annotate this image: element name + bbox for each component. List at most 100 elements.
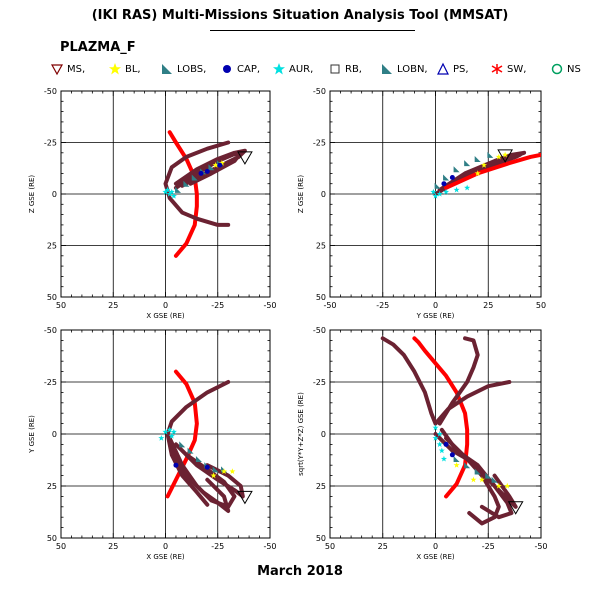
orbit-trace — [169, 448, 231, 513]
x-tick-label: 0 — [433, 301, 438, 310]
y-axis-label: Y GSE (RE) — [28, 415, 36, 454]
lobe-marker — [208, 164, 215, 171]
y-tick-label: -50 — [313, 326, 326, 335]
y-tick-label: -50 — [313, 87, 326, 96]
cyan-star-marker — [162, 188, 169, 195]
lobe-marker — [487, 151, 494, 158]
chart-panel-4: 50 25 0 -25 -50 -50 -25 0 25 50 X GSE (RE) sqrt(Y*Y… — [297, 326, 548, 561]
lobe-marker — [464, 160, 471, 167]
triangle-up-marker-icon — [437, 62, 449, 75]
yellow-star-marker — [495, 482, 502, 489]
yellow-star-marker — [229, 468, 236, 475]
cap-marker — [441, 181, 447, 187]
dot-marker-icon — [223, 65, 231, 73]
legend-item: LOBN, — [380, 60, 428, 78]
cap-marker — [443, 441, 449, 447]
yellow-star-marker — [210, 472, 217, 479]
y-axis-label: Z GSE (RE) — [297, 175, 305, 214]
wedge-marker-icon — [382, 64, 392, 74]
cyan-star-marker — [168, 432, 175, 439]
lobe-marker — [453, 455, 460, 462]
y-tick-label: -25 — [313, 139, 326, 148]
x-tick-label: 0 — [163, 301, 168, 310]
title-underline — [210, 30, 415, 31]
legend-label: AUR, — [289, 63, 314, 75]
x-tick-label: -25 — [211, 542, 224, 551]
star-marker-icon — [109, 63, 121, 75]
x-tick-label: 50 — [56, 542, 66, 551]
yellow-star-marker — [474, 170, 481, 176]
legend-item: RB, — [328, 60, 362, 78]
y-axis-label: Z GSE (RE) — [28, 175, 36, 214]
bowshock-trace — [444, 152, 541, 190]
cyan-star-marker — [436, 430, 443, 437]
y-tick-label: 25 — [316, 242, 326, 251]
cyan-star-marker — [166, 190, 173, 197]
x-tick-label: -50 — [263, 542, 276, 551]
yellow-star-marker — [502, 151, 509, 158]
x-tick-label: 50 — [56, 301, 66, 310]
cyan-star-marker — [432, 424, 439, 431]
legend-item: AUR, — [272, 60, 313, 78]
cap-marker — [449, 175, 455, 181]
legend-label: NS — [567, 63, 581, 75]
lobe-marker — [191, 174, 198, 181]
y-axis-label: sqrt(Y*Y+Z*Z) GSE (RE) — [297, 392, 305, 476]
x-tick-label: 25 — [378, 542, 388, 551]
y-tick-label: 50 — [316, 534, 326, 543]
legend-item: LOBS, — [160, 60, 206, 78]
legend-label: PS, — [453, 63, 469, 75]
data-layer — [162, 130, 253, 258]
ms-marker — [237, 490, 253, 505]
lobe-marker — [474, 155, 481, 162]
asterisk-marker-icon — [491, 64, 503, 74]
y-tick-label: 25 — [47, 482, 57, 491]
x-tick-label: 25 — [483, 301, 493, 310]
yellow-star-marker — [480, 161, 488, 168]
chart-panel-3: 50 25 0 -25 -50 -50 -25 0 25 50 X GSE (RE) Y GSE (R… — [28, 326, 277, 561]
y-tick-label: 0 — [321, 430, 326, 439]
ms-marker — [497, 149, 514, 163]
yellow-star-marker — [478, 476, 485, 483]
lobe-marker — [491, 476, 498, 483]
x-axis-label: X GSE (RE) — [416, 553, 455, 561]
cyan-star-marker — [162, 428, 169, 435]
legend-label: BL, — [125, 63, 141, 75]
x-tick-label: 50 — [536, 301, 546, 310]
legend-label: MS, — [67, 63, 86, 75]
cyan-star-marker — [168, 188, 175, 195]
cyan-star-marker — [464, 184, 471, 191]
y-tick-label: 0 — [52, 190, 57, 199]
cyan-star-marker — [164, 186, 171, 193]
legend-item: BL, — [108, 60, 141, 78]
bowshock-trace — [167, 130, 199, 258]
lobe-marker — [195, 455, 202, 462]
y-tick-label: -50 — [44, 326, 57, 335]
cap-marker — [449, 452, 455, 458]
cyan-star-marker — [436, 190, 443, 197]
data-layer — [158, 369, 253, 513]
orbit-trace — [165, 380, 231, 507]
cap-marker — [204, 168, 210, 174]
x-tick-label: -25 — [376, 301, 389, 310]
yellow-star-marker — [212, 161, 219, 168]
lobe-marker — [212, 466, 219, 473]
y-tick-label: 50 — [47, 293, 57, 302]
cyan-star-marker — [436, 441, 443, 447]
y-tick-label: -25 — [44, 378, 57, 387]
cap-marker — [217, 162, 223, 168]
legend-label: LOBS, — [177, 63, 207, 75]
lobe-marker — [434, 182, 441, 189]
y-tick-label: 25 — [316, 482, 326, 491]
lobe-marker — [175, 186, 182, 193]
x-tick-label: -50 — [323, 301, 336, 310]
x-tick-label: 25 — [108, 542, 118, 551]
cap-marker — [204, 464, 210, 470]
cyan-star-marker — [170, 192, 177, 199]
lobe-marker — [453, 166, 460, 173]
date-label: March 2018 — [257, 564, 343, 579]
lobe-marker — [179, 441, 186, 448]
x-tick-label: 0 — [163, 542, 168, 551]
